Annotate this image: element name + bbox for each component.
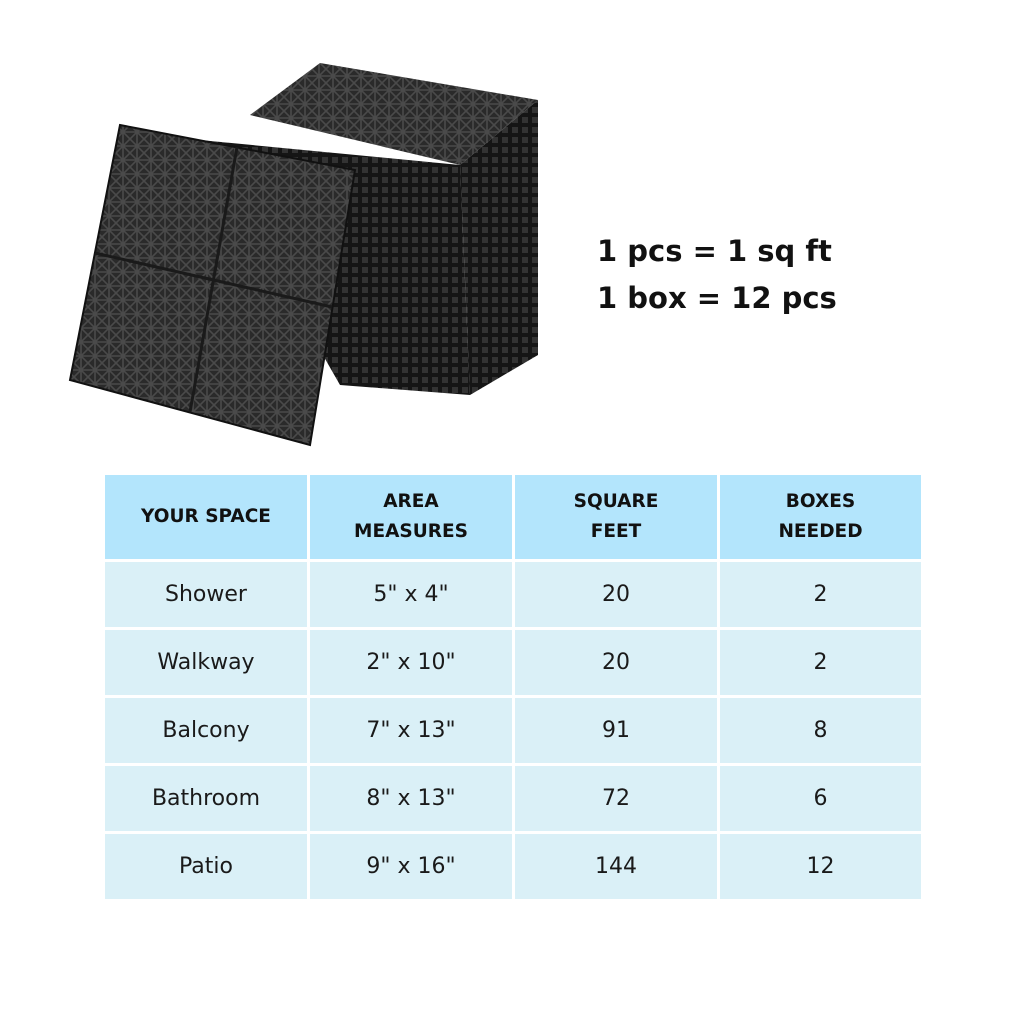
cell-your-space: Patio	[105, 834, 307, 899]
box-count-text: 1 box = 12 pcs	[597, 281, 837, 315]
cell-boxes-needed: 8	[720, 698, 921, 763]
cell-your-space: Bathroom	[105, 766, 307, 831]
cell-square-feet: 20	[515, 562, 717, 627]
cell-your-space: Balcony	[105, 698, 307, 763]
header-square-feet: SQUARE FEET	[515, 475, 717, 559]
cell-square-feet: 72	[515, 766, 717, 831]
coverage-table: YOUR SPACE AREA MEASURES SQUARE FEET BOXES …	[105, 475, 921, 899]
header-your-space: YOUR SPACE	[105, 475, 307, 559]
cell-area-measures: 5" x 4"	[310, 562, 512, 627]
header-area-measures: AREA MEASURES	[310, 475, 512, 559]
cell-square-feet: 20	[515, 630, 717, 695]
header-boxes-needed: BOXES NEEDED	[720, 475, 921, 559]
cell-area-measures: 2" x 10"	[310, 630, 512, 695]
cell-square-feet: 91	[515, 698, 717, 763]
cell-boxes-needed: 12	[720, 834, 921, 899]
cell-area-measures: 8" x 13"	[310, 766, 512, 831]
cell-your-space: Shower	[105, 562, 307, 627]
pcs-coverage-text: 1 pcs = 1 sq ft	[597, 234, 832, 268]
product-image	[60, 55, 550, 455]
cell-boxes-needed: 2	[720, 562, 921, 627]
cell-your-space: Walkway	[105, 630, 307, 695]
cell-boxes-needed: 6	[720, 766, 921, 831]
cell-area-measures: 7" x 13"	[310, 698, 512, 763]
cell-boxes-needed: 2	[720, 630, 921, 695]
cell-square-feet: 144	[515, 834, 717, 899]
coverage-facts: 1 pcs = 1 sq ft 1 box = 12 pcs	[597, 228, 837, 322]
cell-area-measures: 9" x 16"	[310, 834, 512, 899]
